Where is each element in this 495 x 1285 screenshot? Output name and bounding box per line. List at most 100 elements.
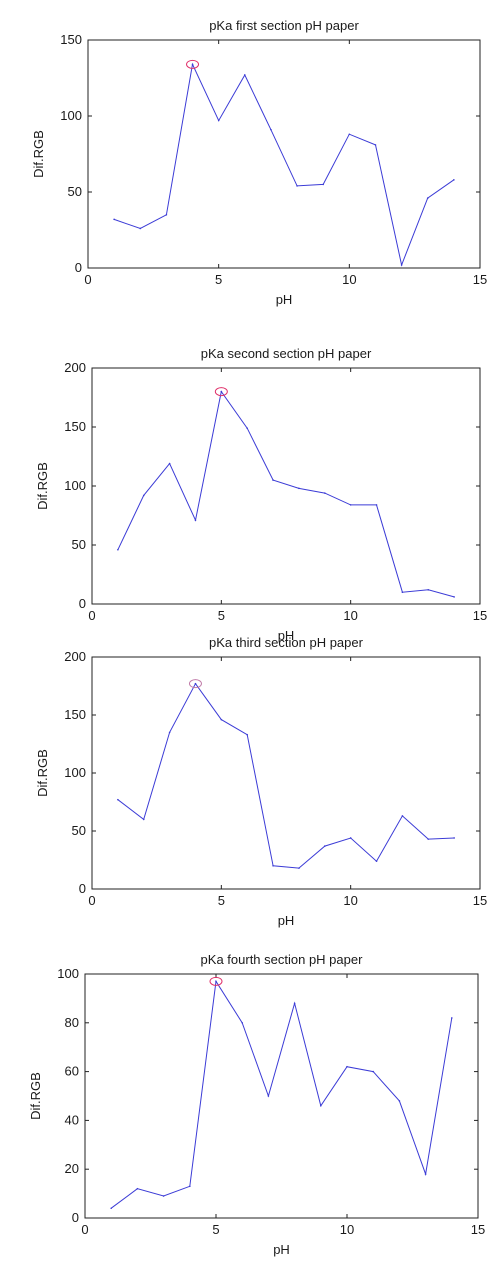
y-tick-label: 100	[64, 478, 86, 493]
data-point	[346, 1065, 348, 1068]
data-point	[400, 264, 403, 266]
data-point	[194, 519, 197, 522]
y-axis-label: Dif.RGB	[28, 1072, 43, 1120]
data-point	[324, 845, 326, 847]
series-line	[117, 682, 455, 869]
data-point	[168, 731, 171, 734]
y-tick-label: 0	[75, 260, 82, 275]
data-point	[348, 133, 351, 136]
x-tick-label: 0	[84, 272, 91, 287]
chart-panel-2: pKa second section pH paper pH Dif.RGB 0 5 10…	[35, 346, 487, 643]
data-point	[136, 1187, 139, 1190]
data-point	[298, 487, 300, 490]
peak-marker	[209, 976, 223, 986]
x-axis-label: pH	[276, 292, 293, 307]
data-point	[401, 815, 404, 817]
x-axis-label: pH	[273, 1242, 290, 1257]
y-tick-label: 50	[68, 184, 82, 199]
plot-frame	[87, 39, 481, 269]
data-point	[215, 980, 217, 983]
chart-title: pKa first section pH paper	[209, 18, 359, 33]
data-point	[220, 390, 223, 393]
x-tick-label: 5	[215, 272, 222, 287]
data-point	[298, 867, 300, 869]
x-tick-label: 15	[473, 608, 487, 623]
y-tick-label: 150	[60, 32, 82, 47]
y-tick-label: 80	[65, 1015, 79, 1030]
x-tick-label: 5	[218, 893, 225, 908]
x-tick-label: 0	[88, 893, 95, 908]
chart-title: pKa fourth section pH paper	[201, 952, 364, 967]
chart-title: pKa second section pH paper	[201, 346, 372, 361]
x-tick-label: 0	[81, 1222, 88, 1237]
y-tick-label: 0	[79, 881, 86, 896]
x-tick-label: 10	[343, 893, 357, 908]
y-tick-label: 40	[65, 1112, 79, 1127]
y-tick-label: 20	[65, 1161, 79, 1176]
data-point	[244, 74, 246, 76]
data-point	[374, 144, 377, 146]
data-point	[453, 179, 455, 181]
data-point	[191, 63, 194, 66]
x-tick-label: 5	[212, 1222, 219, 1237]
peak-marker	[186, 59, 200, 69]
x-axis-label: pH	[278, 628, 295, 643]
y-tick-label: 100	[60, 108, 82, 123]
x-tick-label: 15	[473, 272, 487, 287]
data-point	[320, 1104, 322, 1107]
data-point	[375, 860, 378, 862]
data-point	[272, 479, 274, 481]
x-axis-label: pH	[278, 913, 295, 928]
data-point	[162, 1195, 165, 1197]
data-point	[189, 1185, 191, 1188]
data-point	[270, 128, 272, 131]
data-point	[217, 119, 220, 122]
plot-frame	[84, 973, 479, 1219]
data-point	[139, 227, 142, 230]
data-point	[272, 865, 274, 867]
data-point	[424, 1173, 427, 1175]
data-point	[349, 504, 352, 506]
y-tick-label: 100	[57, 966, 79, 981]
data-point	[324, 492, 326, 494]
data-point	[322, 183, 325, 186]
y-tick-label: 200	[64, 649, 86, 664]
y-axis-label: Dif.RGB	[31, 130, 46, 178]
data-point	[142, 818, 145, 821]
y-axis-label: Dif.RGB	[35, 749, 50, 797]
chart-panel-4: pKa fourth section pH paper pH Dif.RGB 0 5 10…	[28, 952, 485, 1257]
data-point	[267, 1095, 270, 1097]
data-point	[427, 589, 430, 591]
data-point	[110, 1207, 112, 1210]
data-point	[296, 185, 298, 187]
data-point	[220, 718, 223, 721]
y-tick-label: 150	[64, 707, 86, 722]
y-tick-label: 0	[79, 596, 86, 611]
x-tick-label: 15	[471, 1222, 485, 1237]
y-tick-label: 50	[72, 823, 86, 838]
data-point	[349, 837, 352, 839]
data-point	[401, 591, 404, 593]
data-point	[142, 494, 145, 497]
y-tick-label: 150	[64, 419, 86, 434]
x-tick-label: 5	[218, 608, 225, 623]
data-point	[398, 1100, 401, 1102]
data-point	[293, 1002, 296, 1005]
plot-frame	[91, 656, 481, 890]
data-point	[427, 838, 430, 840]
data-point	[246, 427, 248, 429]
data-point	[246, 733, 248, 736]
peak-marker	[214, 387, 228, 397]
series-line	[117, 390, 455, 598]
data-point	[113, 218, 115, 221]
x-tick-label: 10	[340, 1222, 354, 1237]
data-point	[453, 837, 455, 839]
x-tick-label: 10	[343, 608, 357, 623]
data-point	[168, 462, 171, 465]
y-tick-label: 50	[72, 537, 86, 552]
series-line	[113, 62, 455, 267]
data-point	[165, 214, 168, 216]
y-tick-label: 100	[64, 765, 86, 780]
x-tick-label: 0	[88, 608, 95, 623]
